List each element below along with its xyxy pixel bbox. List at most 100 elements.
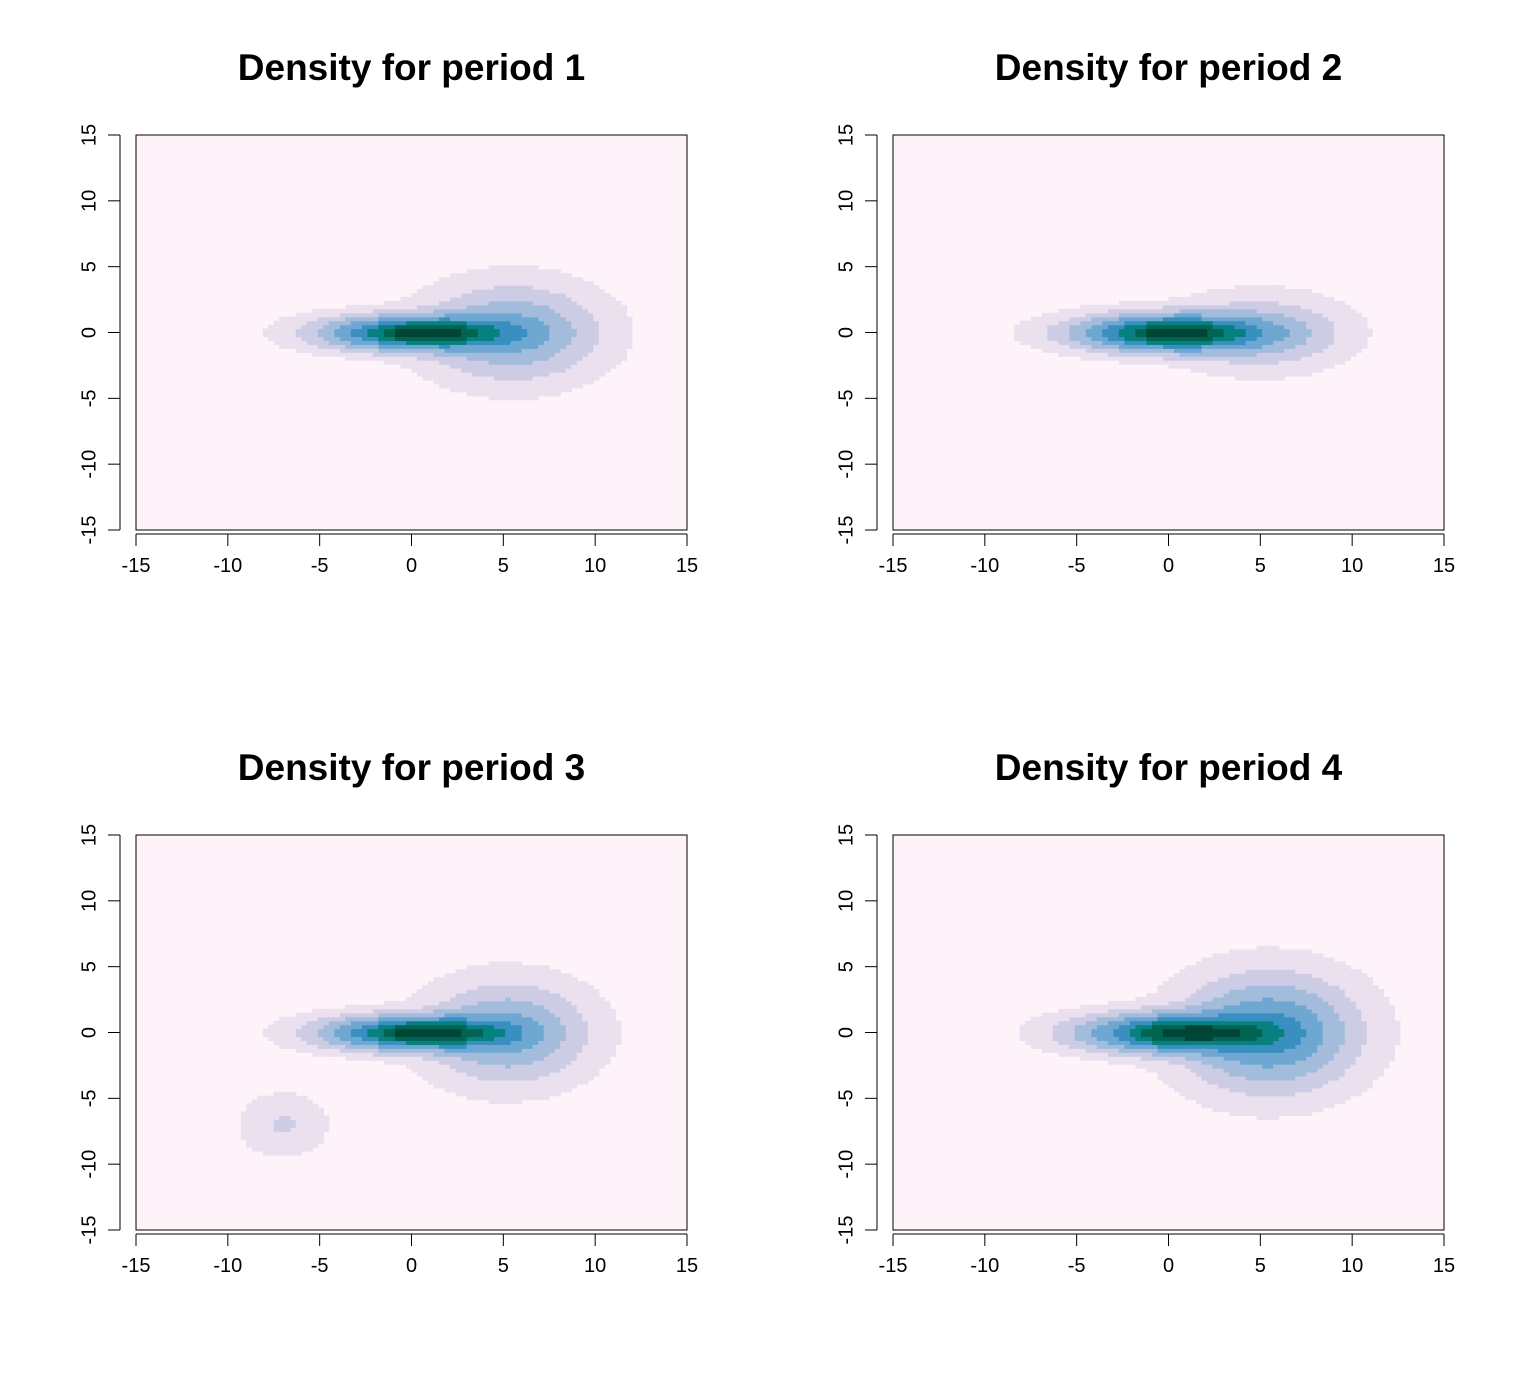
density-cell [1218,973,1225,978]
density-cell [1058,316,1065,322]
density-cell [295,328,302,334]
density-cell [1063,308,1070,314]
density-cell [576,1036,583,1041]
density-cell [1174,300,1181,306]
density-cell [609,364,616,369]
density-cell [450,993,457,998]
density-cell [1179,1040,1186,1045]
density-cell [565,340,572,345]
density-cell [1328,308,1335,314]
density-cell [1179,1028,1186,1034]
density-cell [560,981,567,986]
density-cell [494,969,501,974]
density-cell [1157,996,1164,1002]
density-cell [571,1024,578,1030]
density-cell [1074,1048,1081,1053]
density-cell [1102,1008,1109,1014]
density-cell [1096,308,1103,314]
density-cell [257,1131,264,1136]
density-cell [394,304,402,310]
density-cell [257,1139,264,1144]
density-cell [323,1052,330,1057]
density-cell [389,1000,396,1006]
density-cell [1273,344,1280,349]
density-cell [400,1060,407,1065]
density-cell [450,1048,457,1053]
density-cell [483,296,490,302]
density-cell [1140,1020,1148,1026]
density-cell [1118,1040,1126,1045]
density-cell [499,304,506,310]
density-cell [494,308,501,314]
density-cell [527,269,534,274]
density-cell [521,368,528,373]
density-cell [268,1028,275,1034]
density-cell [411,340,418,345]
density-cell [1140,344,1148,349]
density-cell [1041,332,1048,338]
density-cell [417,296,424,302]
density-cell [1190,1052,1197,1057]
density-cell [1052,1016,1059,1022]
density-cell [1207,1036,1214,1041]
density-cell [284,1143,291,1148]
density-cell [312,1012,319,1018]
density-cell [1278,312,1285,318]
density-cell [554,273,561,278]
density-cell [433,1075,440,1081]
density-cell [554,973,561,978]
density-cell [1179,1048,1186,1053]
density-cell [571,977,578,982]
density-cell [494,300,501,306]
density-cell [417,308,424,314]
density-cell [609,356,616,361]
density-cell [389,1032,396,1038]
density-cell [1333,352,1340,357]
density-cell [488,356,495,361]
density-cell [466,372,473,377]
density-cell [549,1016,556,1022]
density-cell [394,1024,402,1030]
density-cell [494,281,501,286]
density-cell [477,985,484,990]
density-cell [483,352,490,357]
density-cell [356,1024,363,1030]
density-cell [1212,969,1219,974]
density-cell [461,1004,468,1010]
density-cell [1140,324,1148,330]
density-cell [1036,324,1043,330]
density-cell [405,1044,413,1049]
density-cell [565,1056,572,1061]
density-cell [1113,1044,1120,1049]
density-cell [1140,308,1148,314]
density-cell [560,352,567,357]
density-cell [422,348,429,353]
density-cell [549,332,556,338]
density-cell [560,1016,567,1022]
density-cell [356,1008,363,1014]
density-cell [1207,312,1214,318]
density-cell [466,1044,473,1049]
density-cell [1185,1083,1192,1089]
density-cell [1190,1048,1197,1053]
density-cell [439,289,446,294]
density-cell [1190,1040,1197,1045]
density-cell [383,304,391,310]
density-cell [1251,304,1258,310]
density-cell [488,304,495,310]
density-cell [466,285,473,290]
density-cell [477,372,484,377]
density-cell [389,1016,396,1022]
density-cell [1041,328,1048,334]
density-cell [565,1060,572,1065]
density-cell [1179,1079,1186,1085]
x-axis: -15 -10 -5 0 5 10 15 [122,1233,698,1277]
density-cell [461,1012,468,1018]
density-cell [433,372,440,377]
density-cell [571,289,578,294]
density-cell [1218,1028,1225,1034]
density-cell [1333,332,1340,338]
density-cell [1212,1087,1219,1093]
density-cell [1185,985,1192,990]
density-cell [417,348,424,353]
